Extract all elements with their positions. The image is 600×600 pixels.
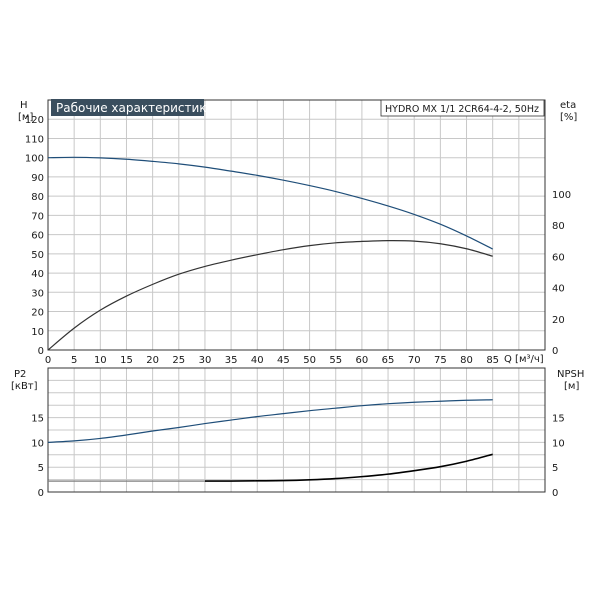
top-right-tick-label: 60 [552,252,565,263]
top-right-tick-label: 0 [552,346,558,357]
top-left-tick-label: 40 [31,269,44,280]
bottom-series-1-line [204,453,493,482]
x-tick-label: 30 [199,355,212,366]
top-right-tick-label: 80 [552,221,565,232]
x-tick-label: 15 [120,355,133,366]
top-plot-frame [47,99,546,351]
bottom-plot-grid [48,368,545,492]
top-left-tick-label: 50 [31,250,44,261]
top-left-tick-label: 110 [25,134,44,145]
bottom-left-axis-label: P2 [14,369,26,380]
bottom-right-axis-unit: [м] [564,381,579,392]
bottom-right-tick-label: 5 [552,463,558,474]
top-left-tick-label: 100 [25,154,44,165]
x-tick-label: 20 [146,355,159,366]
top-series-1-line [47,240,493,351]
chart-subtitle-box [380,99,545,117]
top-left-tick-label: 120 [25,115,44,126]
top-series-0-line [47,156,493,250]
top-left-tick-label: 20 [31,308,44,319]
top-left-tick-label: 0 [38,346,44,357]
tick-labels: 0 5 10 15 20 25 30 35 40 45 50 55 60 65 70 75 80 85010203… [25,115,571,499]
x-tick-label: 75 [434,355,447,366]
top-right-tick-label: 40 [552,284,565,295]
bottom-right-tick-label: 0 [552,488,558,499]
bottom-left-tick-label: 10 [31,438,44,449]
x-tick-label: 80 [460,355,473,366]
top-left-tick-label: 70 [31,211,44,222]
x-axis-label: Q [м³/ч] [504,354,544,365]
x-tick-label: 65 [382,355,395,366]
top-left-tick-label: 80 [31,192,44,203]
x-tick-label: 35 [225,355,238,366]
x-tick-label: 40 [251,355,264,366]
top-left-tick-label: 10 [31,327,44,338]
x-tick-label: 10 [94,355,107,366]
top-left-tick-label: 30 [31,288,44,299]
bottom-right-axis-label: NPSH [557,369,584,380]
x-tick-label: 50 [303,355,316,366]
top-left-axis-unit: [м] [18,112,33,123]
bottom-left-axis-unit: [кВт] [11,381,38,392]
x-tick-label: 25 [172,355,185,366]
chart-subtitle: HYDRO MX 1/1 2CR64-4-2, 50Hz [385,104,539,115]
bottom-right-tick-label: 15 [552,414,565,425]
top-left-tick-label: 60 [31,231,44,242]
bottom-plot-curves [47,399,493,482]
x-tick-label: 45 [277,355,290,366]
bottom-left-tick-label: 0 [38,488,44,499]
chart-title: Рабочие характеристики [56,101,214,115]
top-right-tick-label: 20 [552,315,565,326]
top-right-axis-unit: [%] [560,112,577,123]
x-tick-label: 0 [45,355,51,366]
x-tick-label: 60 [356,355,369,366]
bottom-series-0-line [47,399,493,443]
bottom-right-tick-label: 10 [552,438,565,449]
top-left-tick-label: 90 [31,173,44,184]
x-tick-label: 85 [486,355,499,366]
bottom-left-tick-label: 5 [38,463,44,474]
bottom-left-tick-label: 15 [31,414,44,425]
bottom-plot-frame [47,367,546,493]
chart-title-background [51,99,204,116]
top-right-axis-label: eta [560,100,576,111]
x-tick-label: 70 [408,355,421,366]
x-tick-label: 55 [329,355,342,366]
x-tick-label: 5 [71,355,77,366]
top-right-tick-label: 100 [552,190,571,201]
top-plot-curves [47,156,493,351]
top-left-axis-label: H [20,100,28,111]
top-plot-grid [48,100,545,350]
